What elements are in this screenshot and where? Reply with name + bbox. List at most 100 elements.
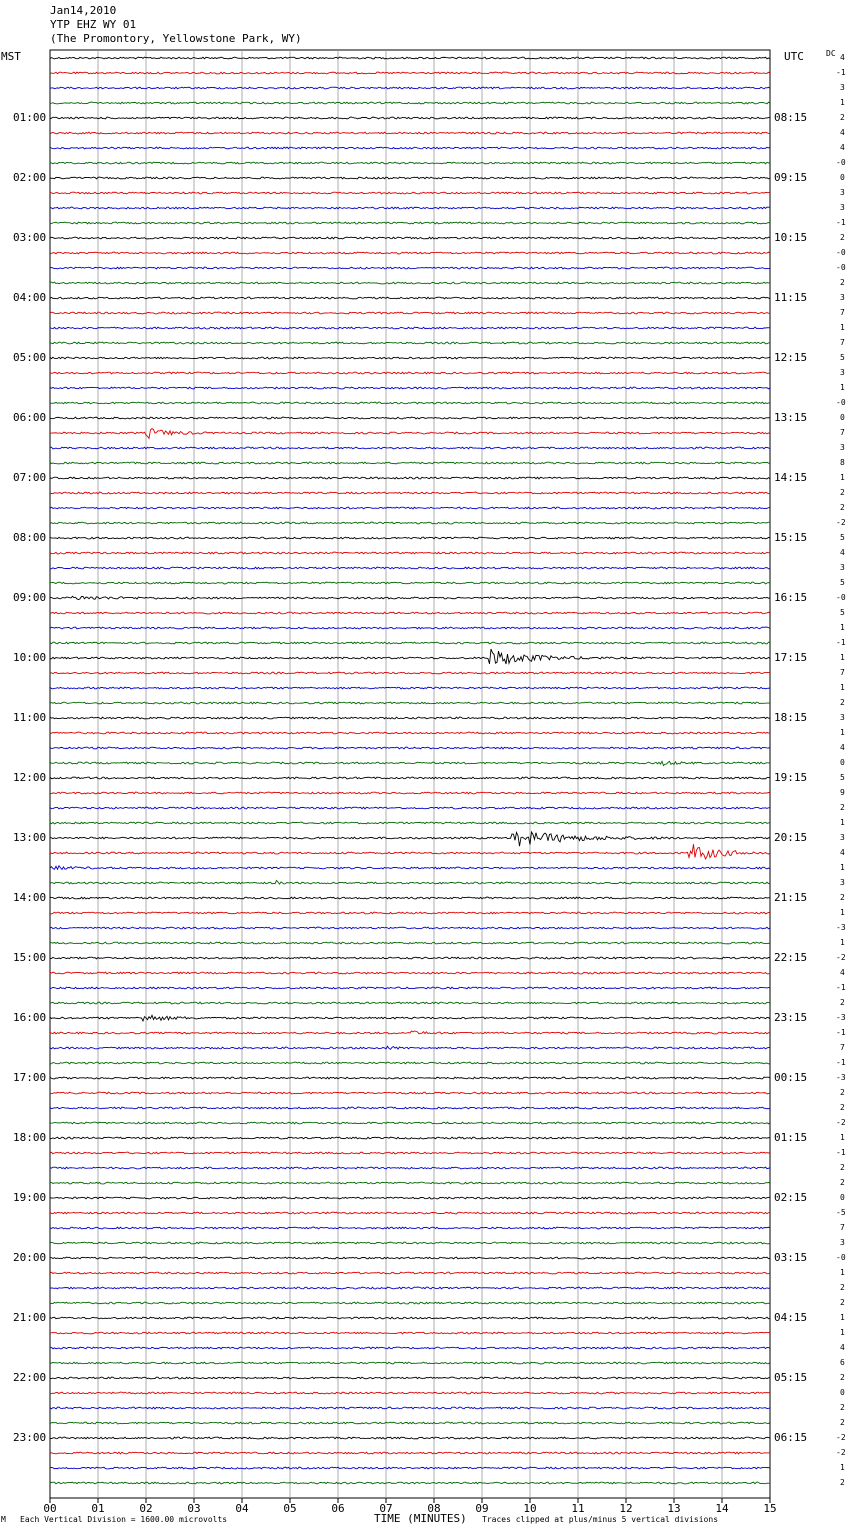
dc-offset-label: 4 xyxy=(840,743,845,752)
trace-row xyxy=(49,191,771,195)
trace-row xyxy=(49,716,771,720)
trace-row xyxy=(49,551,771,555)
left-hour-label: 01:00 xyxy=(13,111,47,124)
dc-offset-label: 9 xyxy=(840,788,845,797)
right-hour-label: 18:15 xyxy=(774,711,808,724)
dc-offset-label: 7 xyxy=(840,428,845,437)
right-hour-label: 12:15 xyxy=(774,351,808,364)
trace-row xyxy=(49,1211,771,1215)
trace-row xyxy=(49,926,771,930)
dc-offset-label: 3 xyxy=(840,563,845,572)
right-hour-label: 13:15 xyxy=(774,411,808,424)
trace-row xyxy=(49,356,771,360)
trace-row xyxy=(49,341,771,345)
trace-row xyxy=(49,1241,771,1245)
trace-row xyxy=(49,1136,771,1140)
trace-row xyxy=(49,476,771,480)
left-axis-title: MST xyxy=(1,50,21,63)
left-hour-label: 08:00 xyxy=(13,531,47,544)
dc-offset-label: -1 xyxy=(836,983,846,992)
right-hour-label: 14:15 xyxy=(774,471,808,484)
dc-offset-label: -5 xyxy=(836,1208,846,1217)
trace-row xyxy=(49,986,771,990)
dc-offset-label: -2 xyxy=(836,1448,846,1457)
dc-offset-label: 2 xyxy=(840,1418,845,1427)
dc-offset-label: 5 xyxy=(840,578,845,587)
dc-offset-label: 2 xyxy=(840,503,845,512)
dc-title: DC xyxy=(826,49,836,58)
right-hour-label: 04:15 xyxy=(774,1311,808,1324)
right-hour-label: 09:15 xyxy=(774,171,808,184)
x-tick-label: 11 xyxy=(571,1502,584,1515)
dc-offset-label: -1 xyxy=(836,638,846,647)
dc-offset-label: 1 xyxy=(840,1328,845,1337)
right-hour-label: 08:15 xyxy=(774,111,808,124)
left-hour-label: 13:00 xyxy=(13,831,47,844)
right-hour-label: 01:15 xyxy=(774,1131,808,1144)
trace-row xyxy=(49,1286,771,1290)
trace-row xyxy=(49,611,771,615)
right-hour-label: 10:15 xyxy=(774,231,808,244)
trace-row xyxy=(49,386,771,390)
trace-row xyxy=(49,1376,771,1380)
trace-row xyxy=(49,161,771,165)
trace-row xyxy=(49,251,771,255)
right-hour-label: 22:15 xyxy=(774,951,808,964)
dc-offset-label: 1 xyxy=(840,623,845,632)
dc-offset-label: 4 xyxy=(840,848,845,857)
trace-row xyxy=(49,956,771,960)
trace-row xyxy=(49,731,771,735)
dc-offset-label: 0 xyxy=(840,1388,845,1397)
left-hour-label: 09:00 xyxy=(13,591,47,604)
dc-offset-label: 4 xyxy=(840,143,845,152)
trace-row xyxy=(49,844,771,860)
right-hour-label: 15:15 xyxy=(774,531,808,544)
dc-offset-label: 2 xyxy=(840,1373,845,1382)
dc-offset-label: -2 xyxy=(836,1118,846,1127)
left-hour-label: 14:00 xyxy=(13,891,47,904)
x-tick-label: 01 xyxy=(91,1502,104,1515)
station-id: YTP EHZ WY 01 xyxy=(50,18,137,31)
trace-row xyxy=(49,641,771,645)
dc-offset-label: -1 xyxy=(836,1028,846,1037)
dc-offset-label: 3 xyxy=(840,878,845,887)
trace-row xyxy=(49,566,771,570)
dc-offset-label: 3 xyxy=(840,833,845,842)
dc-offset-label: 4 xyxy=(840,548,845,557)
trace-row xyxy=(49,879,771,885)
dc-offset-label: 2 xyxy=(840,1163,845,1172)
trace-row xyxy=(49,1346,771,1350)
footer-mark: M xyxy=(1,1515,6,1524)
left-hour-label: 12:00 xyxy=(13,771,47,784)
dc-offset-label: 3 xyxy=(840,83,845,92)
right-hour-label: 06:15 xyxy=(774,1431,808,1444)
dc-offset-label: 2 xyxy=(840,278,845,287)
trace-row xyxy=(49,1091,771,1095)
x-tick-label: 13 xyxy=(667,1502,680,1515)
dc-offset-label: -1 xyxy=(836,1058,846,1067)
trace-row xyxy=(49,1451,771,1455)
dc-offset-label: 1 xyxy=(840,98,845,107)
trace-row xyxy=(49,116,771,120)
trace-row xyxy=(49,427,771,440)
dc-offset-label: 1 xyxy=(840,863,845,872)
trace-row xyxy=(49,1436,771,1440)
dc-offset-label: 0 xyxy=(840,413,845,422)
x-tick-label: 15 xyxy=(763,1502,776,1515)
trace-row xyxy=(49,491,771,495)
right-hour-label: 05:15 xyxy=(774,1371,808,1384)
dc-offset-label: 5 xyxy=(840,773,845,782)
dc-offset-label: -0 xyxy=(836,158,846,167)
left-hour-label: 11:00 xyxy=(13,711,47,724)
trace-row xyxy=(49,776,771,780)
dc-offset-label: 0 xyxy=(840,1193,845,1202)
dc-offset-label: 7 xyxy=(840,1223,845,1232)
x-tick-label: 10 xyxy=(523,1502,536,1515)
right-hour-label: 19:15 xyxy=(774,771,808,784)
left-hour-label: 06:00 xyxy=(13,411,47,424)
left-hour-label: 17:00 xyxy=(13,1071,47,1084)
trace-row xyxy=(49,446,771,450)
trace-row xyxy=(49,521,771,525)
dc-offset-label: 1 xyxy=(840,323,845,332)
minute-grid xyxy=(49,49,771,1499)
